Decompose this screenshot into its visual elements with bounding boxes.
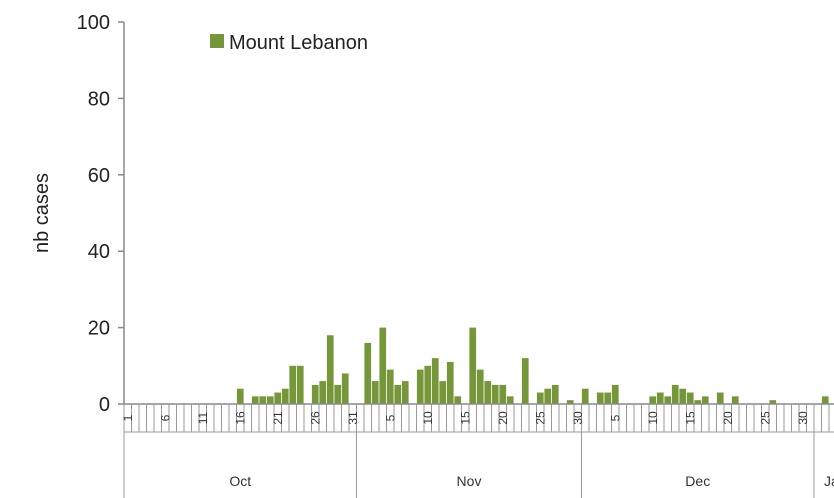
bar [476,369,484,404]
bar [499,384,507,404]
x-tick-label: 20 [496,411,510,425]
month-label: Dec [685,473,710,489]
bar [431,358,439,404]
bar [484,381,492,404]
x-tick-label: 30 [571,411,585,425]
bar [664,396,672,404]
bar [649,396,657,404]
x-tick-label: 10 [421,411,435,425]
bar [566,400,574,404]
legend-label: Mount Lebanon [229,32,368,54]
bar [266,396,274,404]
bar [446,361,454,404]
x-tick-label: 5 [608,414,622,421]
bar [439,381,447,404]
bar [611,384,619,404]
y-tick-label: 60 [88,165,110,187]
bar [296,365,304,404]
x-tick-label: 31 [346,411,360,425]
x-tick-label: 11 [196,411,210,424]
legend-swatch [210,34,224,48]
bar [341,373,349,404]
x-tick-label: 25 [533,411,547,425]
bar [604,392,612,404]
x-tick-label: 15 [683,411,697,425]
y-tick-label: 80 [88,88,110,110]
x-tick-label: 10 [646,411,660,425]
bar [334,384,342,404]
bar [716,392,724,404]
y-axis: 0 20 40 60 80 100 [77,12,125,416]
legend: Mount Lebanon [210,32,368,54]
bar [656,392,664,404]
y-tick-label: 0 [99,394,110,416]
bar [394,384,402,404]
bar [274,392,282,404]
bar [491,384,499,404]
y-tick-label: 40 [88,241,110,263]
bar [424,365,432,404]
bar [259,396,267,404]
x-tick-label: 25 [758,411,772,425]
bar [371,381,379,404]
bar [281,388,289,404]
bar [551,384,559,404]
bar [469,327,477,404]
bar [731,396,739,404]
bar [581,388,589,404]
bar [521,358,529,404]
bar [671,384,679,404]
month-label: Ja [824,473,834,489]
bar [544,388,552,404]
x-tick-label: 26 [308,411,322,425]
bar [311,384,319,404]
x-tick-label: 20 [721,411,735,425]
bar [686,392,694,404]
bar [506,396,514,404]
bar [364,342,372,404]
y-axis-label: nb cases [31,173,53,253]
month-label: Oct [229,473,251,489]
bar [694,400,702,404]
x-tick-label: 5 [383,414,397,421]
x-tick-label: 6 [158,414,172,421]
bar [379,327,387,404]
x-tick-label: 30 [796,411,810,425]
bar [454,396,462,404]
bar [236,388,244,404]
bars [236,327,829,404]
bar [769,400,777,404]
x-tick-label: 16 [233,411,247,425]
bar [596,392,604,404]
bar [701,396,709,404]
bar [679,388,687,404]
y-tick-label: 20 [88,318,110,340]
bar [821,396,829,404]
month-label: Nov [457,473,482,489]
bar [401,381,409,404]
y-tick-label: 100 [77,12,110,34]
x-tick-label: 21 [271,411,285,425]
x-tick-label: 15 [458,411,472,425]
bar [251,396,259,404]
x-tick-label: 1 [121,414,135,421]
bar [416,369,424,404]
bar [289,365,297,404]
bar [319,381,327,404]
bar [536,392,544,404]
bar [326,335,334,404]
bar [386,369,394,404]
